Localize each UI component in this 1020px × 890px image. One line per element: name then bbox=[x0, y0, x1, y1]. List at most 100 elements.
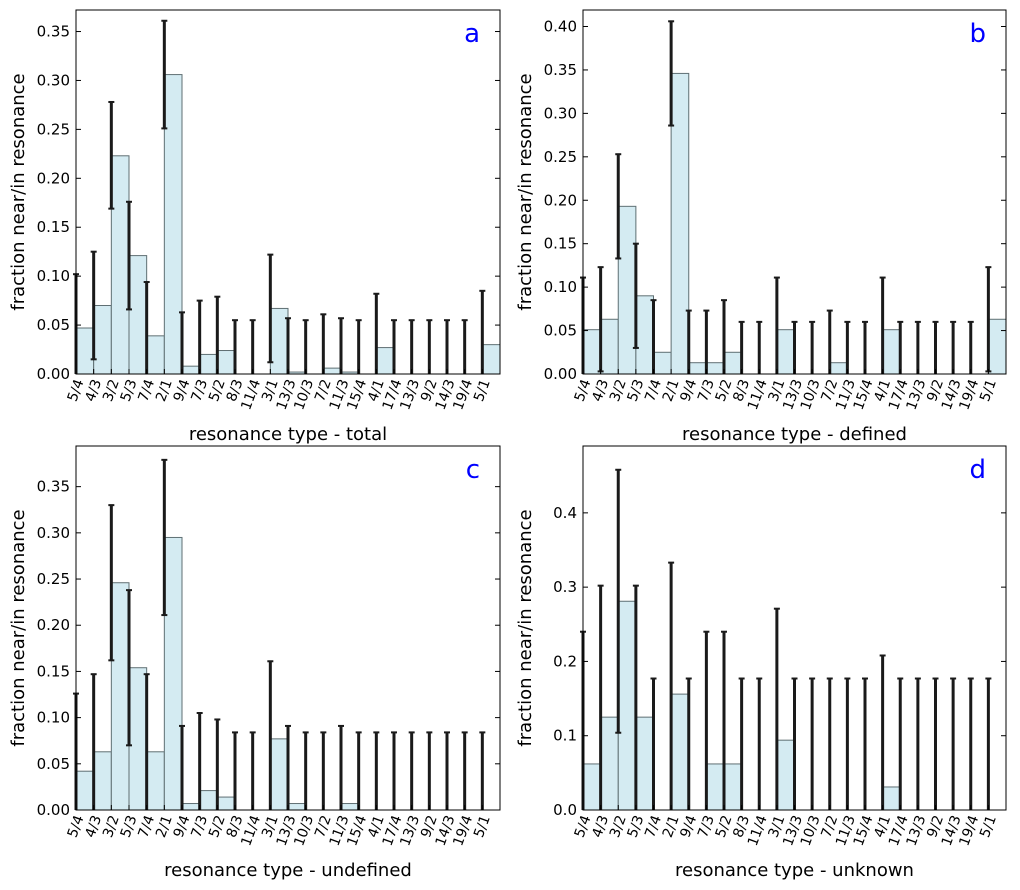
panel-c-error-bar bbox=[267, 660, 274, 810]
panel-c-error-bar bbox=[143, 673, 150, 810]
panel-d-error-bar bbox=[721, 630, 727, 810]
panel-d-ytick-label: 0.1 bbox=[553, 727, 577, 745]
panel-c-xtick-label: 4/1 bbox=[365, 813, 388, 840]
panel-a-xtick-label: 5/4 bbox=[65, 377, 88, 404]
panel-d-xtick-label: 4/3 bbox=[589, 813, 612, 840]
panel-c-ytick-label: 0.20 bbox=[37, 616, 70, 634]
panel-a-error-bar bbox=[249, 319, 256, 374]
panel-c-ytick-label: 0.25 bbox=[37, 570, 70, 588]
panel-a-xtick-label: 5/3 bbox=[118, 377, 141, 404]
panel-a-bar bbox=[110, 155, 130, 375]
panel-d-xtick-label: 9/4 bbox=[678, 813, 701, 840]
panel-d-error-bar bbox=[879, 654, 886, 810]
panel-d-bar bbox=[582, 763, 602, 811]
panel-c-xtick-label: 3/1 bbox=[259, 813, 282, 840]
panel-c-xtick-label: 9/4 bbox=[171, 813, 194, 840]
panel-b-error-bar bbox=[809, 320, 816, 374]
panel-b-bar bbox=[987, 318, 1007, 375]
panel-a-error-bar bbox=[408, 319, 415, 374]
panel-c-xtick-label: 9/2 bbox=[418, 813, 441, 840]
panel-d-xtick-label: 8/3 bbox=[730, 813, 753, 840]
panel-d-ytick-label: 0.0 bbox=[553, 801, 577, 819]
panel-a-xtick-label: 8/3 bbox=[224, 377, 247, 404]
panel-d-xlabel: resonance type - unknown bbox=[675, 860, 914, 881]
panel-b-ytick-label: 0.35 bbox=[544, 61, 577, 79]
panel-c-xtick-label: 5/2 bbox=[206, 813, 229, 840]
panel-d-error-bar bbox=[685, 677, 692, 810]
panel-d-bar bbox=[617, 600, 637, 811]
panel-b-error-bar bbox=[703, 309, 710, 374]
panel-c-ylabel: fraction near/in resonance bbox=[8, 509, 29, 746]
panel-d-error-bar bbox=[914, 677, 921, 810]
panel-b-error-bar bbox=[668, 20, 675, 127]
panel-b-xtick-label: 7/3 bbox=[695, 377, 718, 404]
panel-b-bar bbox=[653, 351, 672, 375]
panel-a-error-bar bbox=[302, 319, 309, 374]
panel-c-xlabel: resonance type - undefined bbox=[164, 860, 412, 881]
panel-a-error-bar bbox=[426, 319, 433, 374]
panel-a-bar bbox=[216, 350, 236, 375]
panel-a-ytick-label: 0.00 bbox=[37, 365, 70, 383]
panel-c-xtick-label: 4/3 bbox=[82, 813, 105, 840]
panel-a-ytick-label: 0.30 bbox=[37, 71, 70, 89]
panel-a-error-bar bbox=[461, 319, 468, 374]
panel-c-error-bar bbox=[302, 731, 309, 810]
panel-a-ytick-label: 0.20 bbox=[37, 169, 70, 187]
panel-b-bar bbox=[688, 362, 707, 375]
panel-d-error-bar bbox=[826, 677, 833, 810]
panel-d-error-bar bbox=[862, 677, 868, 810]
panel-d-bar bbox=[705, 763, 725, 811]
panel-a-xtick-label: 7/3 bbox=[188, 377, 211, 404]
panel-d-xtick-label: 9/2 bbox=[924, 813, 947, 840]
panel-c-error-bar bbox=[391, 731, 397, 810]
panel-b-error-bar bbox=[791, 320, 798, 374]
panel-b-error-bar bbox=[756, 320, 763, 374]
panel-b-error-bar bbox=[773, 276, 780, 374]
panel-a-error-bar bbox=[320, 313, 327, 374]
panel-a-error-bar bbox=[90, 250, 97, 361]
panel-c-bar bbox=[146, 751, 165, 811]
panel-d-xtick-label: 5/2 bbox=[713, 813, 736, 840]
panel-b-bar bbox=[882, 329, 901, 375]
panel-a-error-bar bbox=[355, 319, 362, 374]
panel-b-error-bar bbox=[932, 320, 939, 374]
panel-c-error-bar bbox=[461, 731, 468, 810]
panel-d-error-bar bbox=[791, 677, 798, 810]
panel-d-bar bbox=[882, 786, 901, 811]
panel-a-error-bar bbox=[285, 317, 291, 374]
panel-b-bar bbox=[829, 362, 848, 375]
panel-d-error-bar bbox=[738, 677, 745, 810]
panel-a-xtick-label: 5/1 bbox=[471, 377, 494, 404]
panel-d-error-bar bbox=[985, 677, 992, 810]
panel-c-letter: c bbox=[466, 455, 480, 485]
panel-b-xtick-label: 5/2 bbox=[713, 377, 736, 404]
panel-a-error-bar bbox=[179, 311, 185, 374]
panel-a-letter: a bbox=[464, 19, 480, 49]
panel-d-xtick-label: 4/1 bbox=[871, 813, 894, 840]
panel-b-ytick-label: 0.20 bbox=[544, 191, 577, 209]
panel-d-error-bar bbox=[932, 677, 939, 810]
panel-c-xtick-label: 7/4 bbox=[135, 813, 158, 840]
panel-a-xtick-label: 9/4 bbox=[171, 377, 194, 404]
panel-d-error-bar bbox=[756, 677, 763, 810]
panel-c-xtick-label: 2/1 bbox=[153, 813, 176, 840]
panel-c-xtick-label: 7/3 bbox=[188, 813, 211, 840]
panel-c-bar bbox=[269, 738, 289, 811]
panel-b-ytick-label: 0.00 bbox=[544, 365, 577, 383]
panel-b-ytick-label: 0.40 bbox=[544, 18, 577, 36]
panel-b-xtick-label: 8/3 bbox=[730, 377, 753, 404]
panel-b-ylabel: fraction near/in resonance bbox=[515, 73, 536, 310]
panel-b-bar bbox=[582, 329, 602, 375]
panel-c-error-bar bbox=[479, 731, 486, 810]
panel-b-xtick-label: 3/1 bbox=[766, 377, 789, 404]
panel-d-error-bar bbox=[773, 607, 780, 810]
panel-a-ylabel: fraction near/in resonance bbox=[8, 73, 29, 310]
panel-c-ytick-label: 0.05 bbox=[37, 755, 70, 773]
panel-a-xtick-label: 3/1 bbox=[259, 377, 282, 404]
panel-b-ytick-label: 0.05 bbox=[544, 322, 577, 340]
panel-b-error-bar bbox=[650, 299, 657, 374]
panel-b-letter: b bbox=[969, 19, 986, 49]
panel-b-xtick-label: 5/1 bbox=[977, 377, 1000, 404]
panel-d-ytick-label: 0.2 bbox=[553, 652, 577, 670]
